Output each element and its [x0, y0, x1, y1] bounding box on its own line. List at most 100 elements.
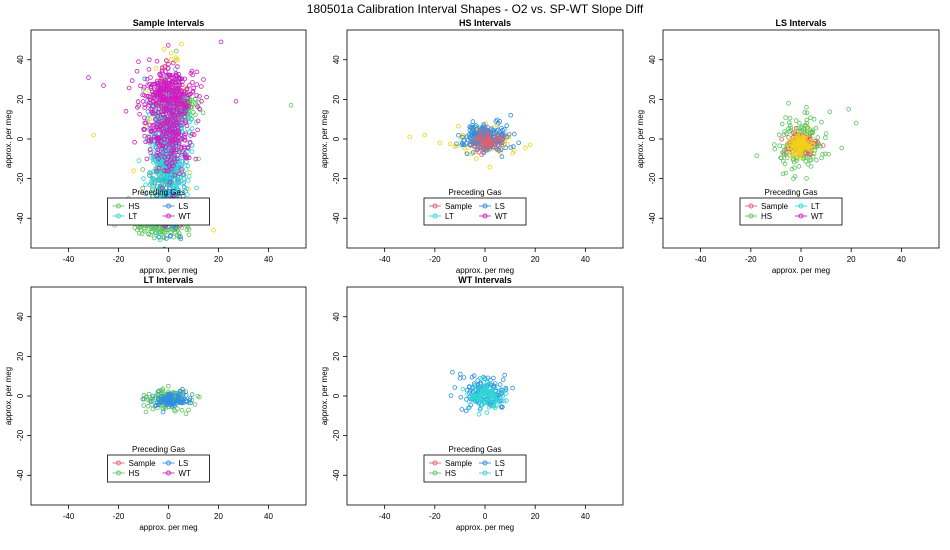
data-point — [176, 144, 182, 150]
y-tick-label: 0 — [16, 136, 25, 141]
data-point — [783, 170, 789, 176]
data-point — [150, 406, 156, 412]
legend-entry: LT — [795, 202, 820, 211]
data-point — [136, 158, 142, 163]
data-point — [175, 64, 180, 69]
data-point — [186, 232, 192, 238]
data-point — [804, 117, 810, 123]
data-point — [148, 225, 154, 231]
data-point — [804, 105, 809, 110]
data-point — [484, 379, 490, 385]
x-tick-label: 0 — [483, 255, 488, 264]
data-point — [179, 89, 185, 94]
data-point — [782, 129, 787, 134]
data-point — [187, 92, 193, 97]
data-point — [494, 147, 500, 152]
legend-label: LT — [445, 212, 454, 221]
data-point — [150, 186, 155, 192]
data-point — [170, 88, 176, 94]
data-point — [195, 118, 201, 124]
x-tick-label: 0 — [166, 512, 171, 521]
legend-title: Preceding Gas — [449, 188, 502, 197]
data-point — [786, 135, 791, 140]
series-extra — [785, 125, 816, 161]
legend-title: Preceding Gas — [132, 445, 185, 454]
legend-entry: Sample — [429, 459, 473, 468]
data-point — [141, 87, 146, 92]
data-point — [148, 139, 154, 144]
data-point — [853, 120, 859, 126]
data-point — [480, 392, 485, 397]
chart-title: LS Intervals — [775, 18, 826, 28]
data-point — [820, 152, 825, 157]
data-point — [470, 138, 476, 144]
data-point — [484, 410, 490, 415]
data-point — [194, 185, 199, 191]
legend-box — [739, 197, 843, 226]
y-tick-label: 0 — [332, 136, 341, 141]
data-point — [169, 56, 174, 62]
data-point — [173, 390, 178, 396]
legend-label: Sample — [129, 459, 157, 468]
data-point — [187, 97, 193, 102]
data-point — [464, 151, 470, 157]
data-point — [470, 119, 476, 124]
data-point — [186, 178, 191, 183]
data-point — [191, 132, 197, 137]
data-point — [158, 178, 163, 183]
data-point — [504, 398, 509, 403]
data-point — [170, 136, 175, 141]
data-point — [179, 41, 184, 47]
data-point — [171, 193, 177, 198]
data-point — [150, 82, 155, 87]
data-point — [170, 100, 176, 106]
data-point — [472, 144, 478, 150]
data-point — [183, 85, 189, 90]
data-point — [151, 176, 156, 182]
data-point — [174, 48, 179, 54]
data-point — [177, 392, 182, 398]
data-point — [166, 90, 172, 96]
data-point — [185, 163, 191, 169]
y-tick-label: -40 — [648, 212, 657, 224]
data-point — [159, 394, 164, 399]
data-point — [796, 154, 802, 159]
data-point — [479, 398, 485, 404]
data-point — [153, 403, 159, 409]
legend-label: HS — [445, 469, 456, 478]
data-point — [184, 186, 189, 191]
legend-marker — [748, 213, 754, 219]
data-point — [814, 157, 819, 163]
data-point — [154, 153, 159, 158]
data-points — [448, 369, 515, 417]
legend-box — [423, 197, 527, 226]
data-point — [181, 176, 187, 181]
data-point — [171, 147, 177, 152]
data-point — [160, 185, 165, 191]
y-axis-label: approx. per meg — [320, 367, 329, 425]
series-sample — [468, 126, 508, 157]
data-point — [155, 171, 161, 177]
legend-label: Sample — [761, 202, 789, 211]
data-point — [460, 386, 466, 392]
data-point — [201, 77, 206, 82]
data-point — [422, 132, 428, 138]
data-point — [806, 125, 811, 130]
data-point — [437, 140, 443, 146]
legend-entry: Sample — [112, 459, 157, 468]
data-point — [179, 407, 185, 413]
data-point — [162, 254, 166, 258]
data-point — [180, 162, 185, 168]
data-point — [172, 152, 177, 158]
x-tick-label: 20 — [847, 255, 856, 264]
data-point — [173, 136, 178, 142]
y-axis: -40 -20 0 20 40 approx. per meg — [320, 312, 347, 481]
data-point — [465, 391, 470, 397]
data-point — [161, 87, 166, 93]
data-point — [500, 377, 506, 383]
data-point — [463, 408, 469, 414]
data-point — [164, 160, 169, 165]
x-tick-label: 0 — [166, 255, 171, 264]
data-point — [150, 111, 155, 117]
